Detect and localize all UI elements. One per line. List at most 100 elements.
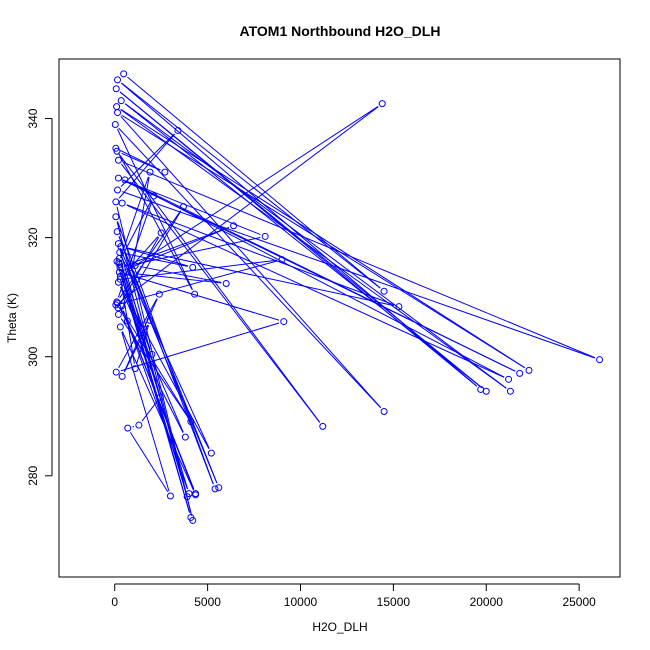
series-0-segment [120,109,507,389]
data-point [123,317,131,325]
data-point [185,490,193,498]
data-point [516,369,524,377]
y-axis: 280 300 320 340 [26,108,53,486]
data-point [525,366,533,374]
x-tick-label: 15000 [377,595,411,609]
data-point [135,421,143,429]
series-0-segment [123,324,149,373]
data-point [114,109,122,117]
data-point [118,372,126,380]
series-0-segment [120,133,175,187]
series-0-segment [124,273,280,321]
series-0-segment [121,82,381,289]
x-tick-label: 25000 [562,595,596,609]
series-0-segment [123,298,158,372]
series-0-segment [120,108,526,369]
data-point [207,449,215,457]
series-0-segment [123,236,159,276]
series-0-segment [119,307,189,418]
series-0-segment [125,247,395,307]
data-point [280,318,288,326]
series-0-segment [141,400,158,422]
series-0-segment [124,103,507,389]
data-point [192,491,200,499]
data-point [506,387,514,395]
series-0-segment [120,263,160,393]
data-point [380,287,388,295]
series-0-segment [121,331,194,491]
series-0-segment [116,128,193,290]
series-0-segment [120,260,278,305]
series-0-segment [125,259,278,280]
data-point [113,228,121,236]
series-0-segment [117,200,153,298]
series-0-segment [129,181,516,372]
data-point [189,263,197,271]
data-point [319,422,327,430]
series-0-segment [120,200,152,259]
series-0-segment [119,307,184,433]
series-0-segment [124,226,230,267]
series-0-segment [119,176,149,259]
series-0-segment [119,154,321,423]
data-point [124,424,132,432]
series-0-segment [131,176,150,269]
series-0-segment [118,298,158,369]
series-0-segment [120,150,161,171]
data-point [395,303,403,311]
series-0-segment [119,248,218,484]
data-point [116,263,124,271]
series-0-segment [127,76,381,289]
data-point [215,484,223,492]
data-point [596,356,604,364]
series-0-segment [126,204,505,378]
series-0-segment [118,133,175,199]
x-axis-label: H2O_DLH [312,620,367,634]
data-point [222,279,230,287]
y-tick-label: 320 [26,227,40,247]
data-point [179,203,187,211]
data-point [117,97,125,105]
series-0-segment [121,331,170,492]
x-tick-label: 10000 [284,595,318,609]
series-0-segment [120,236,160,304]
data-point [112,368,120,376]
data-point [115,268,123,276]
series-0-segment [120,281,135,364]
plot-frame [58,58,621,578]
data-point [191,290,199,298]
series-0-segment [119,248,187,492]
y-tick-label: 300 [26,346,40,366]
data-point [112,213,120,221]
data-point [278,256,286,264]
data-point [118,199,126,207]
data-point [114,304,122,312]
data-point [127,269,135,277]
data-point [187,418,195,426]
chart-title: ATOM1 Northbound H2O_DLH [240,23,441,39]
data-point [378,100,386,108]
data-point [121,176,129,184]
series-points [111,70,604,524]
series-0-segment [119,106,379,303]
series-0-segment [120,318,189,418]
data-point [120,70,128,78]
data-point [146,316,154,324]
data-point [157,229,165,237]
series-0-segment [121,163,321,423]
data-point [112,198,120,206]
x-tick-label: 0 [111,595,118,609]
x-tick-label: 20000 [470,595,504,609]
data-point [174,126,182,134]
x-tick-label: 5000 [194,595,221,609]
data-point [112,85,120,93]
data-point [187,513,195,521]
data-point [146,168,154,176]
data-point [380,407,388,415]
data-point [116,323,124,331]
y-tick-label: 280 [26,465,40,485]
data-point [114,156,122,164]
